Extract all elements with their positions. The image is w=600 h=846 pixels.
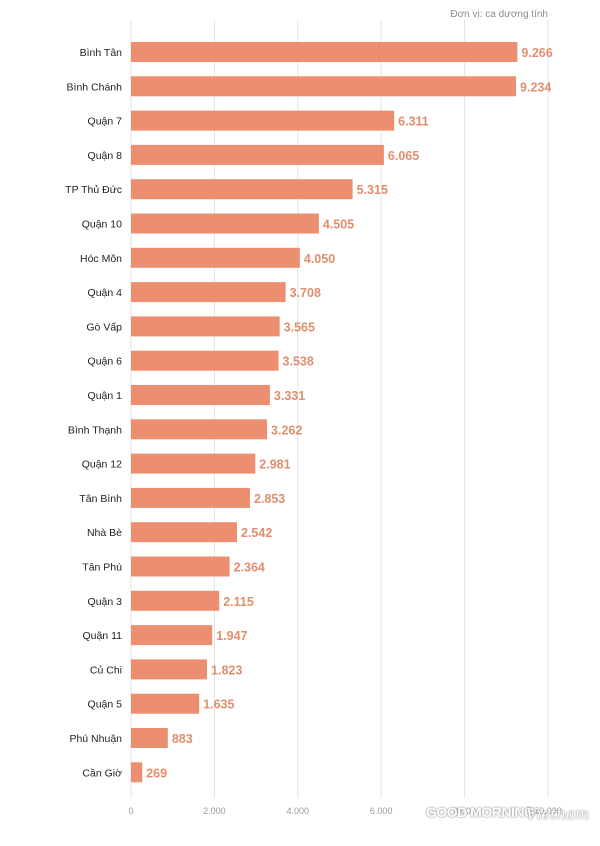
value-label: 1.635 [203, 698, 234, 712]
bar [131, 350, 279, 371]
bar [131, 42, 518, 62]
category-label: Hóc Môn [80, 253, 122, 265]
value-label: 2.364 [234, 561, 265, 575]
bar [131, 556, 230, 577]
category-label: Tân Phú [82, 562, 122, 574]
category-label: TP Thủ Đức [65, 184, 122, 196]
x-tick-label: 8.000 [453, 806, 476, 816]
category-label: Quận 6 [88, 356, 123, 368]
category-label: Quận 11 [82, 630, 122, 642]
value-label: 3.565 [284, 320, 315, 334]
bar [131, 522, 238, 543]
bar [131, 487, 250, 508]
bar [131, 385, 270, 405]
value-label: 3.708 [290, 286, 321, 300]
bar [131, 762, 143, 783]
bar [131, 659, 208, 680]
value-label: 9.266 [521, 46, 552, 60]
x-tick-label: 4.000 [287, 806, 310, 816]
bar [131, 76, 517, 97]
bar [131, 590, 220, 611]
category-label: Gò Vấp [86, 321, 122, 333]
bar [131, 419, 268, 440]
value-label: 2.981 [259, 458, 290, 472]
bar [131, 693, 200, 714]
category-label: Phú Nhuận [69, 733, 122, 745]
watermark-logo: GOOD MORNING Vietnam [418, 778, 590, 830]
category-label: Củ Chi [90, 664, 122, 676]
value-label: 3.538 [283, 355, 314, 369]
value-label: 269 [146, 766, 167, 780]
category-label: Quận 1 [88, 390, 123, 402]
bar [131, 179, 353, 200]
category-label: Quận 8 [88, 150, 123, 162]
value-label: 2.853 [254, 492, 285, 506]
category-label: Quận 4 [88, 287, 123, 299]
category-label: Nhà Bè [87, 527, 122, 539]
category-label: Bình Thạnh [68, 424, 122, 436]
value-label: 1.947 [216, 629, 247, 643]
category-label: Cần Giờ [82, 767, 122, 779]
x-tick-label: 2.000 [203, 806, 226, 816]
category-label: Bình Chánh [67, 81, 123, 93]
unit-note: Đơn vị: ca dương tính [450, 9, 548, 20]
category-label: Tân Bình [79, 493, 122, 505]
category-label: Bình Tân [80, 47, 123, 59]
value-label: 3.331 [274, 389, 305, 403]
bar [131, 316, 280, 337]
value-label: 3.262 [271, 423, 302, 437]
value-label: 6.311 [398, 115, 429, 129]
value-label: 2.115 [223, 595, 254, 609]
category-label: Quận 5 [88, 699, 123, 711]
value-label: 2.542 [241, 526, 272, 540]
bar [131, 453, 256, 474]
bar [131, 110, 395, 131]
bar [131, 144, 384, 165]
x-tick-label: 0 [128, 806, 133, 816]
watermark-brand: GOOD MORNING [426, 804, 535, 820]
bar [131, 213, 319, 234]
bar [131, 625, 213, 646]
value-label: 1.823 [211, 663, 242, 677]
value-label: 6.065 [388, 149, 419, 163]
value-label: 4.050 [304, 252, 335, 266]
value-label: 9.234 [520, 80, 551, 94]
x-tick-label: 10.000 [534, 806, 562, 816]
watermark-script: Vietnam [526, 805, 590, 823]
category-label: Quận 12 [82, 459, 122, 471]
value-label: 883 [172, 732, 193, 746]
value-label: 4.505 [323, 218, 354, 232]
bar [131, 282, 286, 303]
category-label: Quận 7 [88, 116, 123, 128]
value-label: 5.315 [357, 183, 388, 197]
bar [131, 728, 168, 748]
x-tick-label: 6.000 [370, 806, 393, 816]
category-label: Quận 3 [88, 596, 123, 608]
bar [131, 247, 300, 268]
category-label: Quận 10 [82, 219, 122, 231]
